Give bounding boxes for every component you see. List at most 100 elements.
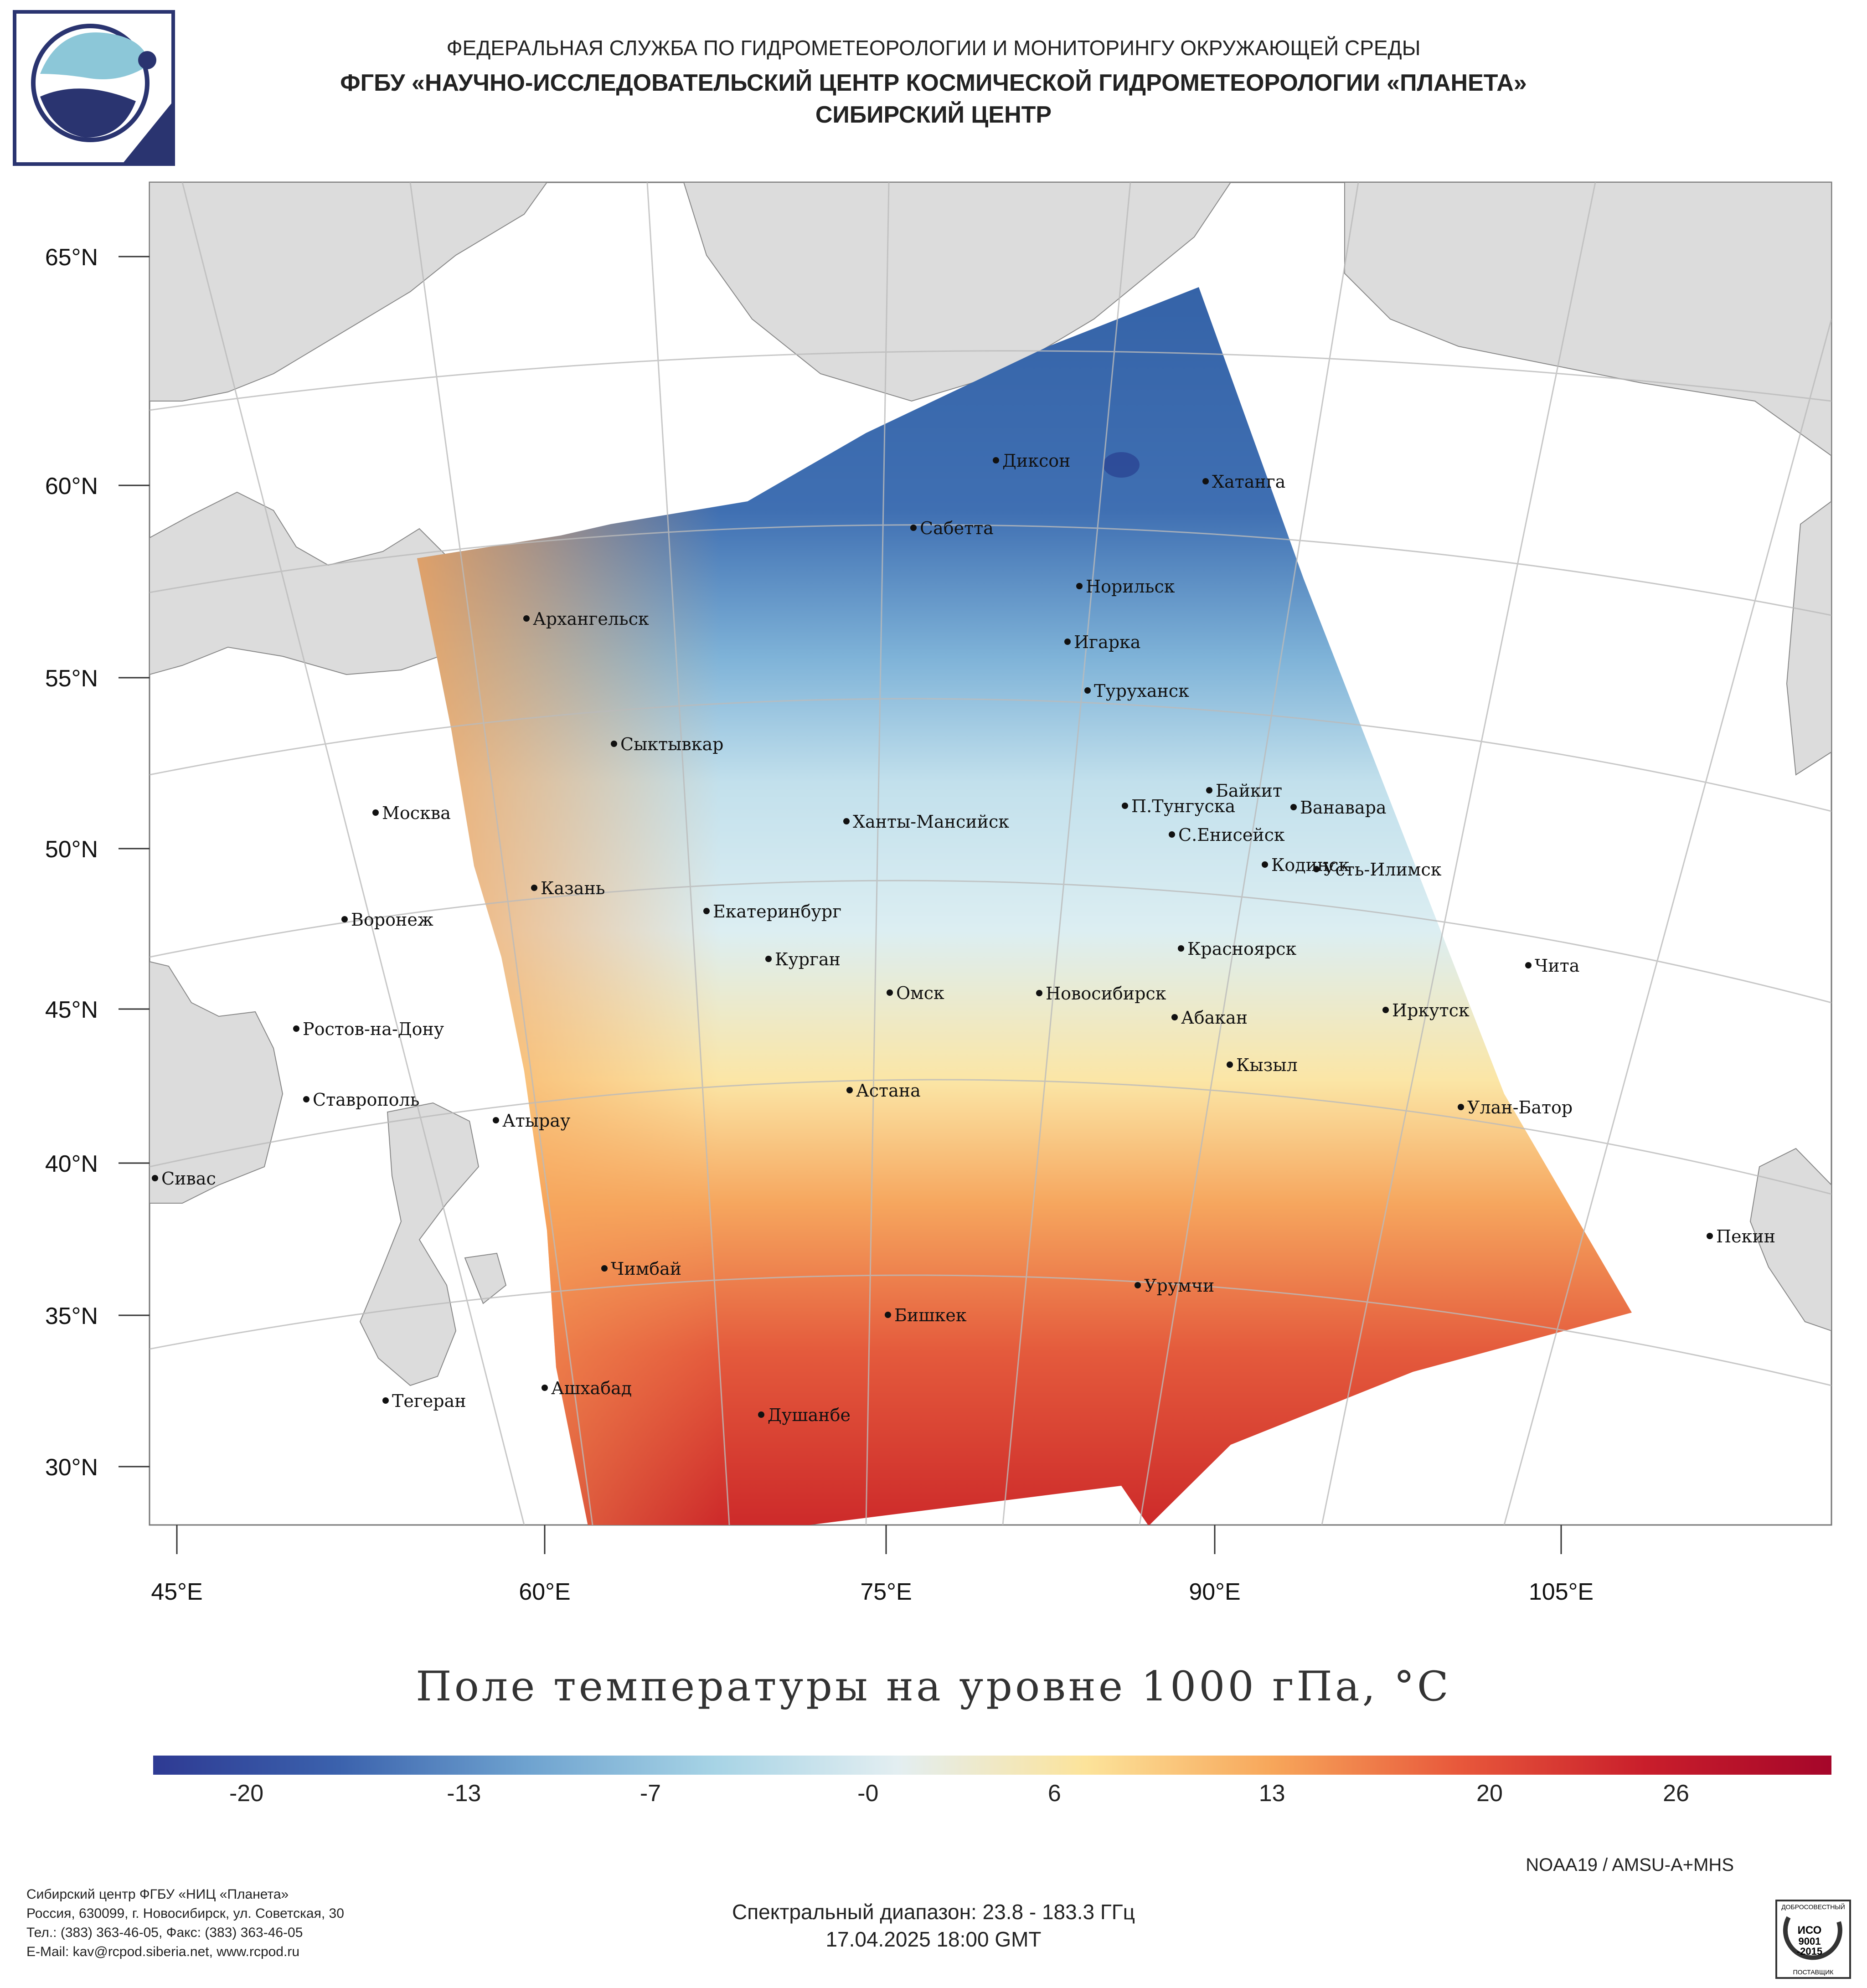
lat-label: 30°N — [45, 1454, 98, 1481]
city-label: Сабетта — [920, 518, 994, 538]
city-label: Хатанга — [1212, 472, 1285, 492]
city-dot — [1458, 1104, 1464, 1110]
svg-text:ДОБРОСОВЕСТНЫЙ: ДОБРОСОВЕСТНЫЙ — [1781, 1903, 1845, 1911]
city-dot — [1227, 1061, 1233, 1068]
planeta-logo — [13, 10, 175, 166]
spectral-range: Спектральный диапазон: 23.8 - 183.3 ГГц — [732, 1900, 1135, 1924]
city-label: Байкит — [1216, 781, 1282, 801]
city-label: Туруханск — [1094, 681, 1189, 701]
lat-label: 45°N — [45, 997, 98, 1023]
svg-text:ПОСТАВЩИК: ПОСТАВЩИК — [1793, 1968, 1834, 1976]
city-label: П.Тунгуска — [1131, 796, 1235, 816]
lat-label: 40°N — [45, 1151, 98, 1177]
colorbar-tick-label: -20 — [229, 1780, 264, 1807]
lon-ticks — [176, 1525, 1562, 1554]
city-dot — [303, 1096, 309, 1102]
lon-label: 90°E — [1189, 1579, 1240, 1605]
city-label: Ванавара — [1300, 798, 1387, 818]
city-dot — [1084, 687, 1091, 694]
city-label: Иркутск — [1392, 1000, 1470, 1020]
city-label: Астана — [856, 1081, 921, 1101]
city-dot — [293, 1025, 299, 1032]
city-dot — [1262, 861, 1268, 868]
city-label: Екатеринбург — [713, 901, 841, 922]
city-dot — [703, 908, 710, 914]
city-dot — [1707, 1233, 1713, 1239]
city-label: Абакан — [1181, 1008, 1248, 1028]
city-label: Воронеж — [351, 910, 433, 930]
city-dot — [765, 956, 772, 962]
colorbar-tick-label: 13 — [1258, 1780, 1285, 1807]
city-label: Атырау — [502, 1111, 570, 1131]
city-label: Улан-Батор — [1467, 1097, 1573, 1118]
city-label: Красноярск — [1187, 939, 1296, 959]
city-label: Чимбай — [611, 1259, 681, 1279]
city-label: Игарка — [1074, 632, 1140, 652]
footer-phone: Тел.: (383) 363-46-05, Факс: (383) 363-4… — [26, 1925, 303, 1940]
city-label: Бишкек — [894, 1305, 967, 1325]
city-dot — [1171, 1014, 1178, 1020]
city-dot — [843, 818, 850, 824]
city-dot — [382, 1397, 389, 1404]
city-label: С.Енисейск — [1178, 825, 1285, 845]
city-label: Ашхабад — [551, 1378, 632, 1398]
lon-label: 105°E — [1529, 1579, 1594, 1605]
city-label: Норильск — [1086, 577, 1175, 597]
city-dot — [1076, 583, 1083, 589]
city-dot — [493, 1117, 499, 1123]
city-dot — [611, 741, 617, 747]
svg-text:ИСО: ИСО — [1798, 1924, 1822, 1936]
city-label: Сыктывкар — [620, 734, 723, 754]
city-label: Омск — [896, 983, 944, 1003]
city-dot — [601, 1265, 608, 1272]
city-dot — [372, 809, 379, 816]
city-dot — [885, 1312, 891, 1318]
city-dot — [523, 615, 530, 622]
footer-org: Сибирский центр ФГБУ «НИЦ «Планета» — [26, 1887, 289, 1902]
city-label: Ставрополь — [313, 1090, 419, 1110]
city-label: Усть-Илимск — [1323, 860, 1442, 880]
city-dot — [1178, 945, 1184, 952]
city-dot — [758, 1411, 764, 1418]
colorbar — [153, 1756, 1831, 1775]
lon-label: 60°E — [519, 1579, 570, 1605]
city-label: Пекин — [1716, 1226, 1775, 1246]
lon-label: 45°E — [151, 1579, 202, 1605]
city-dot — [542, 1385, 548, 1391]
city-label: Курган — [775, 949, 841, 969]
city-dot — [1135, 1282, 1141, 1288]
city-dot — [1064, 639, 1071, 645]
lat-label: 50°N — [45, 836, 98, 863]
city-dot — [910, 525, 917, 531]
city-label: Сивас — [161, 1169, 216, 1189]
lon-label: 75°E — [860, 1579, 912, 1605]
satellite-instrument: NOAA19 / AMSU-A+MHS — [1526, 1855, 1734, 1875]
footer-email: E-Mail: kav@rcpod.siberia.net, www.rcpod… — [26, 1944, 300, 1959]
lat-label: 60°N — [45, 473, 98, 500]
city-dot — [1036, 990, 1042, 996]
city-dot — [1122, 803, 1128, 809]
city-dot — [1382, 1007, 1389, 1013]
colorbar-tick-label: 6 — [1047, 1780, 1061, 1807]
city-dot — [531, 885, 537, 891]
city-dot — [1313, 866, 1320, 872]
iso-badge: ДОБРОСОВЕСТНЫЙ ИСО 9001 -2015 ПОСТАВЩИК — [1775, 1900, 1851, 1979]
city-label: Душанбе — [768, 1405, 851, 1425]
city-label: Ханты-Мансийск — [853, 812, 1009, 832]
city-dot — [1525, 962, 1532, 968]
city-label: Тегеран — [392, 1391, 466, 1411]
colorbar-tick-label: -13 — [447, 1780, 481, 1807]
city-label: Ростов-на-Дону — [303, 1019, 444, 1039]
header-agency: ФЕДЕРАЛЬНАЯ СЛУЖБА ПО ГИДРОМЕТЕОРОЛОГИИ … — [446, 36, 1421, 60]
svg-text:9001: 9001 — [1799, 1936, 1821, 1947]
city-dot — [1202, 478, 1209, 484]
city-label: Кызыл — [1236, 1055, 1298, 1075]
city-dot — [846, 1087, 853, 1093]
city-label: Москва — [382, 803, 451, 823]
map-title: Поле температуры на уровне 1000 гПа, °C — [416, 1663, 1451, 1710]
city-markers: Диксон Хатанга Сабетта Норильск Архангельск И… — [152, 451, 1775, 1425]
colorbar-tick-label: 20 — [1476, 1780, 1503, 1807]
lat-ticks — [119, 256, 150, 1468]
lat-label: 55°N — [45, 665, 98, 692]
colorbar-tick-label: 26 — [1663, 1780, 1689, 1807]
